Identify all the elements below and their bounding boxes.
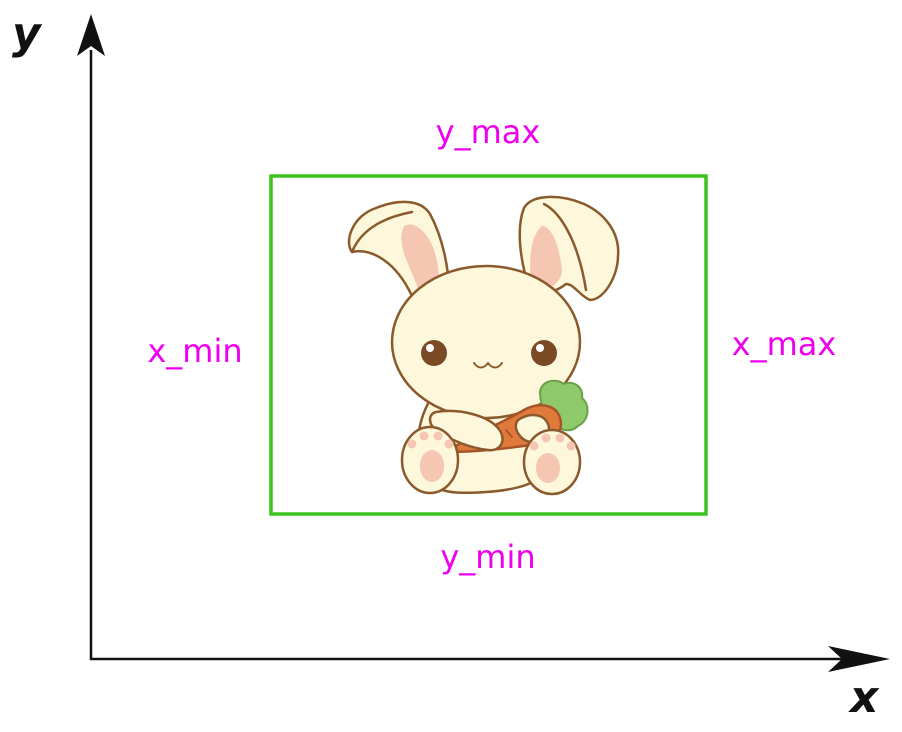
bunny-mouth: [473, 362, 503, 369]
bunny-left-eye: [421, 340, 447, 366]
bunny-left-arm: [428, 409, 504, 452]
bunny-right-eye: [531, 340, 557, 366]
bunny-right-foot: [522, 428, 582, 496]
x-max-label: x_max: [732, 325, 837, 363]
y-max-label: y_max: [436, 113, 541, 151]
y-axis: y: [12, 8, 105, 660]
x-axis-arrowhead: [828, 646, 890, 672]
x-axis-label: x: [848, 672, 880, 723]
y-axis-label: y: [12, 8, 43, 59]
x-min-label: x_min: [147, 332, 242, 370]
y-min-label: y_min: [440, 538, 535, 576]
bounding-box: [269, 174, 708, 516]
bunny-left-ear-inner: [401, 224, 439, 292]
x-axis: x: [90, 646, 890, 723]
bunny-right-ear-inner: [530, 226, 562, 290]
bunny-left-foot: [400, 425, 460, 495]
bunny-holding-carrot-icon: [347, 195, 620, 496]
y-axis-arrowhead: [77, 14, 105, 56]
